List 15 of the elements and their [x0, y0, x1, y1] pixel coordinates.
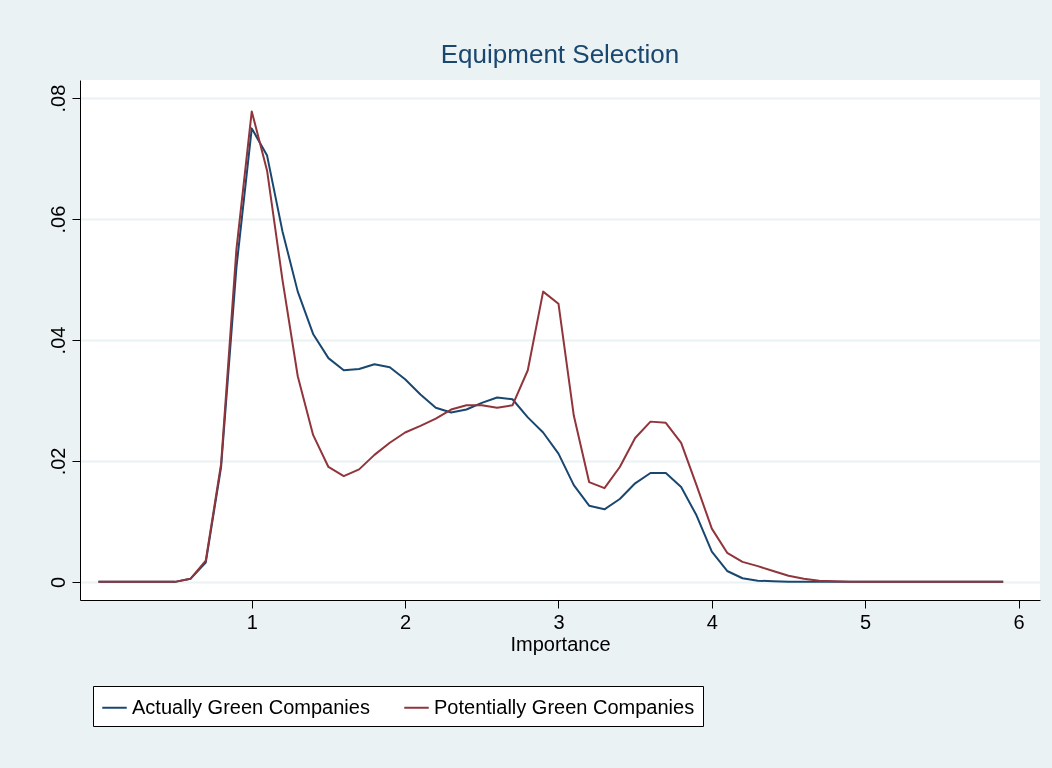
y-tick-label: .02 [46, 447, 69, 476]
x-tick-label: 5 [860, 610, 872, 633]
y-tick-label: 0 [46, 576, 69, 588]
y-tick-label: .04 [46, 326, 69, 355]
y-tick-label: .08 [46, 84, 69, 113]
x-tick-label: 4 [706, 610, 718, 633]
x-axis-title: Importance [510, 632, 611, 655]
chart-title: Equipment Selection [440, 39, 680, 69]
legend-label: Potentially Green Companies [434, 695, 695, 718]
legend-label: Actually Green Companies [132, 695, 370, 718]
x-tick-label: 3 [553, 610, 565, 633]
x-tick-label: 2 [400, 610, 412, 633]
x-tick-label: 1 [246, 610, 258, 633]
y-tick-label: .06 [46, 205, 69, 234]
x-tick-label: 6 [1013, 610, 1025, 633]
